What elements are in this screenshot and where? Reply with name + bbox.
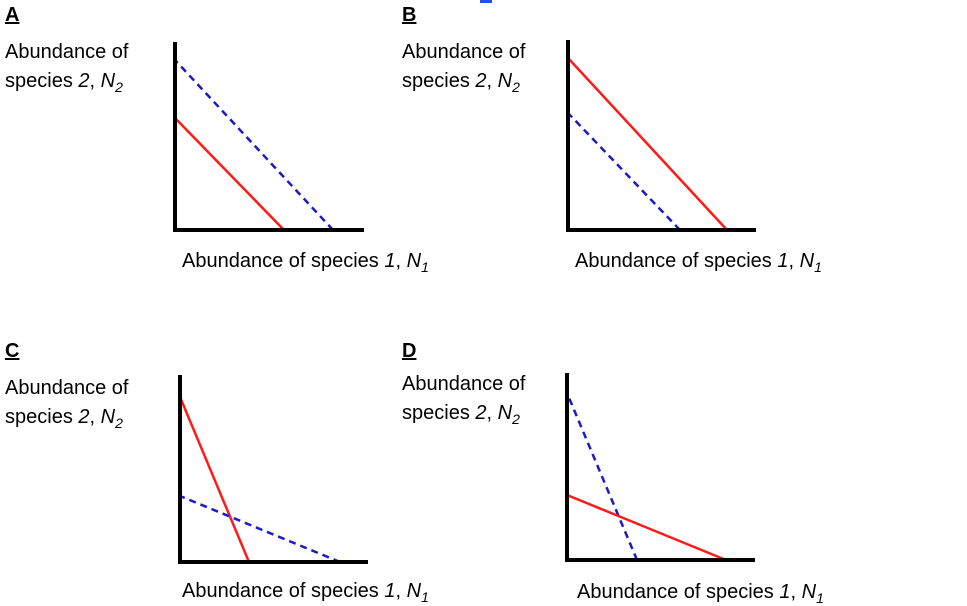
y-axis-label-var: N: [497, 70, 513, 92]
x-axis-label: Abundance of species 1, N1: [575, 250, 822, 275]
solid-isocline: [566, 493, 727, 562]
panel-letter: C: [5, 340, 20, 362]
x-axis-label-prefix: Abundance of species: [575, 250, 778, 272]
y-axis-label-prefix: species: [402, 70, 476, 92]
y-axis-label-sub: 2: [115, 79, 123, 95]
y-axis-label-line1: Abundance of: [5, 377, 129, 399]
y-axis-label-num: 2: [78, 70, 90, 92]
panel-b: B Abundance of species 2, N2 Abundance o…: [397, 0, 877, 300]
x-axis-label-num: 1: [384, 580, 396, 602]
x-axis-label-var: N: [406, 250, 422, 272]
solid-isocline: [567, 57, 728, 231]
x-axis-label-num: 1: [777, 250, 789, 272]
top-accent-mark: [480, 0, 492, 3]
x-axis-label-var: N: [406, 580, 422, 602]
x-axis-label-num: 1: [384, 250, 396, 272]
x-axis-label-var: N: [799, 250, 815, 272]
y-axis-label-line1: Abundance of: [5, 41, 129, 63]
y-axis-label-num: 2: [475, 70, 487, 92]
y-axis-label-sub: 2: [512, 411, 520, 427]
y-axis-label-line1: Abundance of: [402, 41, 526, 63]
y-axis-label-var: N: [497, 402, 513, 424]
x-axis-label-var: N: [801, 581, 817, 603]
dashed-isocline: [565, 392, 639, 561]
panel-letter: B: [402, 4, 417, 26]
x-axis-label-sep: ,: [395, 580, 407, 602]
x-axis-label-prefix: Abundance of species: [577, 581, 780, 603]
y-axis-label-sub: 2: [115, 415, 123, 431]
y-axis-label: Abundance of species 2, N2: [5, 38, 128, 102]
panel-letter: A: [5, 4, 20, 26]
y-axis-label-sep: ,: [486, 402, 498, 424]
axes-lines: [566, 40, 756, 232]
x-axis-label-num: 1: [779, 581, 791, 603]
y-axis-label-sep: ,: [486, 70, 498, 92]
x-axis-label-prefix: Abundance of species: [182, 250, 385, 272]
phase-plot: [178, 375, 368, 564]
x-axis-label-sub: 1: [421, 259, 429, 275]
x-axis-label-sub: 1: [816, 590, 824, 606]
axes-lines: [173, 42, 364, 232]
x-axis-label-sep: ,: [395, 250, 407, 272]
y-axis-label-sep: ,: [89, 70, 101, 92]
x-axis-label-sub: 1: [814, 259, 822, 275]
dashed-isocline: [174, 59, 334, 231]
y-axis-label-var: N: [100, 406, 116, 428]
x-axis-label-prefix: Abundance of species: [182, 580, 385, 602]
x-axis-label-sub: 1: [421, 589, 429, 605]
panel-d: D Abundance of species 2, N2 Abundance o…: [397, 300, 877, 606]
y-axis-label-num: 2: [475, 402, 487, 424]
x-axis-label-sep: ,: [790, 581, 802, 603]
y-axis-label-sub: 2: [512, 79, 520, 95]
panel-c: C Abundance of species 2, N2 Abundance o…: [0, 300, 480, 605]
phase-plot: [173, 42, 364, 232]
y-axis-label: Abundance of species 2, N2: [5, 374, 128, 438]
y-axis-label: Abundance of species 2, N2: [402, 370, 525, 434]
y-axis-label-prefix: species: [402, 402, 476, 424]
axes-lines: [178, 375, 368, 564]
y-axis-label: Abundance of species 2, N2: [402, 38, 525, 102]
y-axis-label-num: 2: [78, 406, 90, 428]
axes-lines: [565, 373, 755, 562]
y-axis-label-sep: ,: [89, 406, 101, 428]
panel-letter: D: [402, 340, 417, 362]
phase-plot: [566, 40, 756, 232]
y-axis-label-var: N: [100, 70, 116, 92]
x-axis-label-sep: ,: [788, 250, 800, 272]
dashed-isocline: [567, 112, 681, 231]
x-axis-label: Abundance of species 1, N1: [182, 580, 429, 605]
y-axis-label-line1: Abundance of: [402, 373, 526, 395]
dashed-isocline: [179, 494, 341, 564]
y-axis-label-prefix: species: [5, 70, 79, 92]
panel-a: A Abundance of species 2, N2 Abundance o…: [0, 0, 480, 300]
y-axis-label-prefix: species: [5, 406, 79, 428]
phase-plot: [565, 373, 755, 562]
x-axis-label: Abundance of species 1, N1: [182, 250, 429, 275]
solid-isocline: [174, 117, 285, 231]
x-axis-label: Abundance of species 1, N1: [577, 581, 824, 606]
solid-isocline: [178, 396, 251, 563]
